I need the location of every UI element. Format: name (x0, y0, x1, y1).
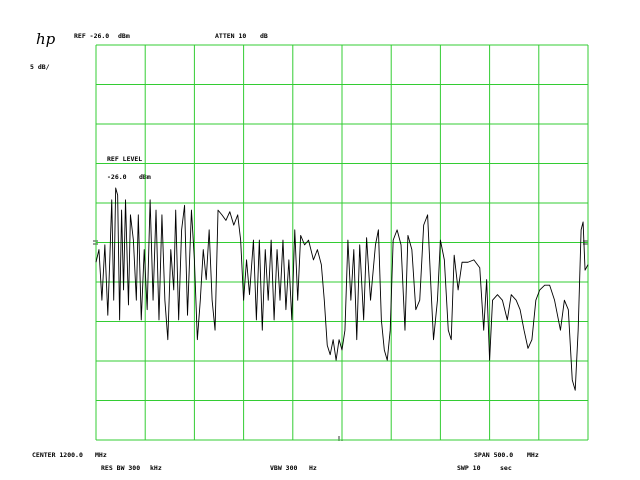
logo: hp (36, 30, 56, 48)
span-unit: MHz (527, 451, 539, 459)
center-annotation: CENTER 1200.0 (32, 451, 83, 459)
vbw-unit: Hz (309, 464, 317, 472)
ref-level-value: -26.0 (107, 173, 127, 181)
swp-unit: sec (500, 464, 512, 472)
res-bw-unit: kHz (150, 464, 162, 472)
swp-annotation: SWP 10 (457, 464, 481, 472)
atten-annotation: ATTEN 10 (215, 32, 246, 40)
res-bw-annotation: RES BW 300 (101, 464, 140, 472)
span-annotation: SPAN 500.0 (474, 451, 513, 459)
ref-unit: dBm (118, 32, 130, 40)
atten-unit: dB (260, 32, 268, 40)
ref-annotation: REF -26.0 (74, 32, 109, 40)
ref-level-label: REF LEVEL (107, 155, 142, 163)
scale-annotation: 5 dB/ (30, 63, 50, 71)
vbw-annotation: VBW 300 (270, 464, 297, 472)
center-unit: MHz (95, 451, 107, 459)
trace (95, 187, 589, 391)
